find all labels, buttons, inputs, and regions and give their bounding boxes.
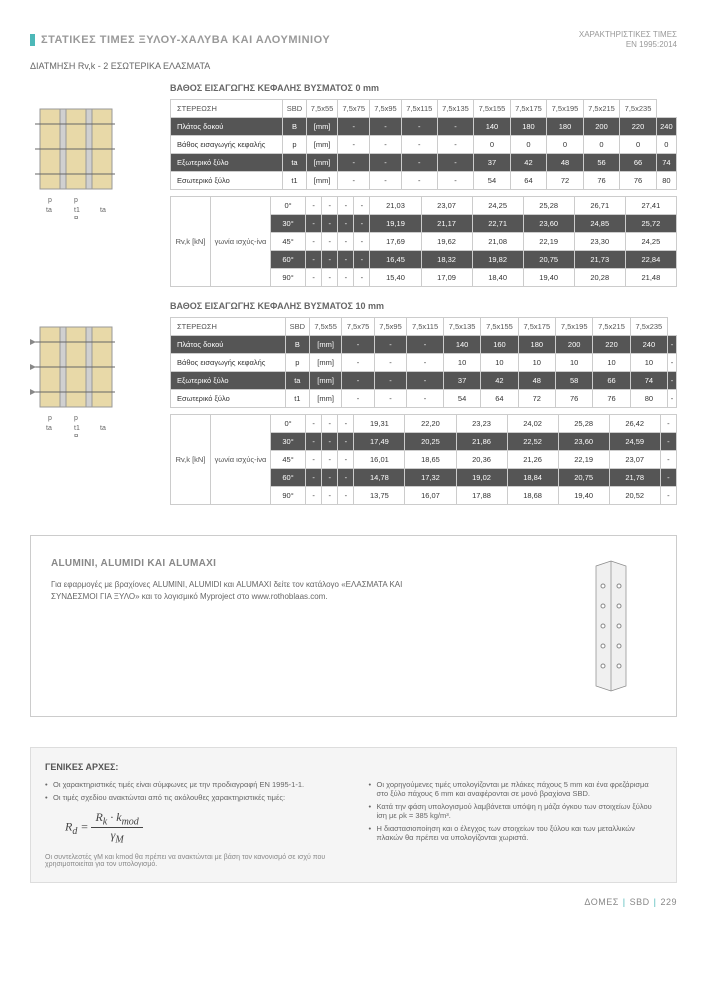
svg-text:p: p [48, 197, 52, 204]
svg-text:B: B [74, 434, 79, 437]
bracket-icon [576, 556, 656, 696]
subtitle: ΔΙΑΤΜΗΣΗ Rv,k - 2 ΕΣΩΤΕΡΙΚΑ ΕΛΑΣΜΑΤΑ [30, 61, 677, 71]
svg-text:B: B [74, 216, 79, 219]
svg-text:t1: t1 [74, 425, 80, 432]
svg-text:ta: ta [100, 207, 106, 214]
diagram-2: p p ta t1 ta B [30, 317, 160, 505]
footer-right-list: Οι χορηγούμενες τιμές υπολογίζονται με π… [369, 780, 663, 842]
footer-fine: Οι συντελεστές γM και kmod θα πρέπει να … [45, 854, 339, 868]
formula: Rd = Rk · kmodγM [65, 810, 339, 846]
footer-left-list: Οι χαρακτηριστικές τιμές είναι σύμφωνες … [45, 780, 339, 802]
svg-text:p: p [48, 415, 52, 422]
info-text: Για εφαρμογές με βραχίονες ALUMINI, ALUM… [51, 579, 414, 603]
section1-title: ΒΑΘΟΣ ΕΙΣΑΓΩΓΗΣ ΚΕΦΑΛΗΣ ΒΥΣΜΑΤΟΣ 0 mm [170, 83, 677, 93]
svg-text:ta: ta [100, 425, 106, 432]
svg-text:ta: ta [46, 207, 52, 214]
accent-bar [30, 34, 35, 46]
table-1: ΣΤΕΡΕΩΣΗSBD7,5x557,5x757,5x957,5x1157,5x… [170, 99, 677, 287]
svg-text:t1: t1 [74, 207, 80, 214]
table-2: ΣΤΕΡΕΩΣΗSBD7,5x557,5x757,5x957,5x1157,5x… [170, 317, 677, 505]
page-title: ΣΤΑΤΙΚΕΣ ΤΙΜΕΣ ΞΥΛΟΥ-ΧΑΛΥΒΑ ΚΑΙ ΑΛΟΥΜΙΝΙ… [41, 34, 330, 46]
info-box: ALUMINI, ALUMIDI ΚΑΙ ALUMAXI Για εφαρμογ… [30, 535, 677, 717]
diagram-1: p p ta t1 ta B [30, 99, 160, 287]
footer-title: ΓΕΝΙΚΕΣ ΑΡΧΕΣ: [45, 762, 662, 772]
page-footer: ΔΟΜΕΣ|SBD|229 [30, 897, 677, 907]
header-meta: ΧΑΡΑΚΤΗΡΙΣΤΙΚΕΣ ΤΙΜΕΣ EN 1995:2014 [579, 30, 677, 51]
footer-box: ΓΕΝΙΚΕΣ ΑΡΧΕΣ: Οι χαρακτηριστικές τιμές … [30, 747, 677, 883]
info-title: ALUMINI, ALUMIDI ΚΑΙ ALUMAXI [51, 556, 414, 571]
section2-title: ΒΑΘΟΣ ΕΙΣΑΓΩΓΗΣ ΚΕΦΑΛΗΣ ΒΥΣΜΑΤΟΣ 10 mm [170, 301, 677, 311]
svg-text:ta: ta [46, 425, 52, 432]
svg-text:p: p [74, 415, 78, 422]
svg-text:p: p [74, 197, 78, 204]
